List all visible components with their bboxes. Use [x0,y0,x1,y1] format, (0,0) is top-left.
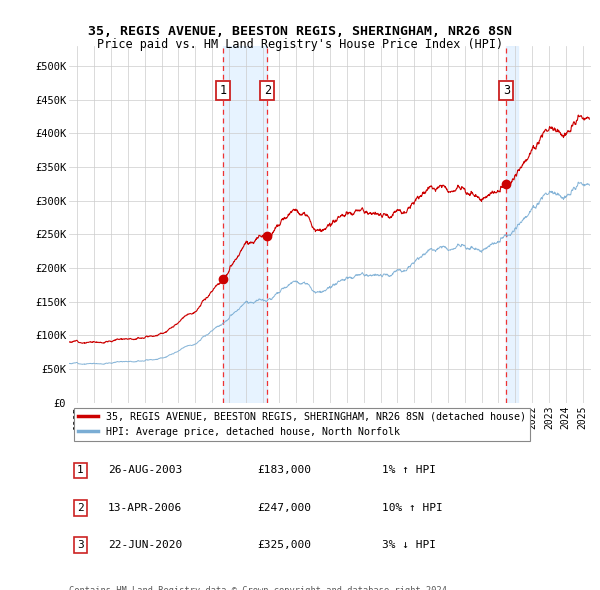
Text: 26-AUG-2003: 26-AUG-2003 [108,466,182,476]
Text: £183,000: £183,000 [257,466,311,476]
Text: 3% ↓ HPI: 3% ↓ HPI [382,540,436,550]
Text: Price paid vs. HM Land Registry's House Price Index (HPI): Price paid vs. HM Land Registry's House … [97,38,503,51]
Bar [223,46,268,402]
Text: 2: 2 [264,84,271,97]
Legend: 35, REGIS AVENUE, BEESTON REGIS, SHERINGHAM, NR26 8SN (detached house), HPI: Ave: 35, REGIS AVENUE, BEESTON REGIS, SHERING… [74,408,530,441]
Text: 3: 3 [77,540,84,550]
Text: 1: 1 [220,84,227,97]
Text: 10% ↑ HPI: 10% ↑ HPI [382,503,443,513]
Text: 35, REGIS AVENUE, BEESTON REGIS, SHERINGHAM, NR26 8SN: 35, REGIS AVENUE, BEESTON REGIS, SHERING… [88,25,512,38]
Text: £325,000: £325,000 [257,540,311,550]
Text: 1% ↑ HPI: 1% ↑ HPI [382,466,436,476]
Bar [506,46,518,402]
Text: 1: 1 [77,466,84,476]
Text: 3: 3 [503,84,510,97]
Text: £247,000: £247,000 [257,503,311,513]
Text: 2: 2 [77,503,84,513]
Text: 22-JUN-2020: 22-JUN-2020 [108,540,182,550]
Text: 13-APR-2006: 13-APR-2006 [108,503,182,513]
Text: Contains HM Land Registry data © Crown copyright and database right 2024.
This d: Contains HM Land Registry data © Crown c… [69,586,452,590]
